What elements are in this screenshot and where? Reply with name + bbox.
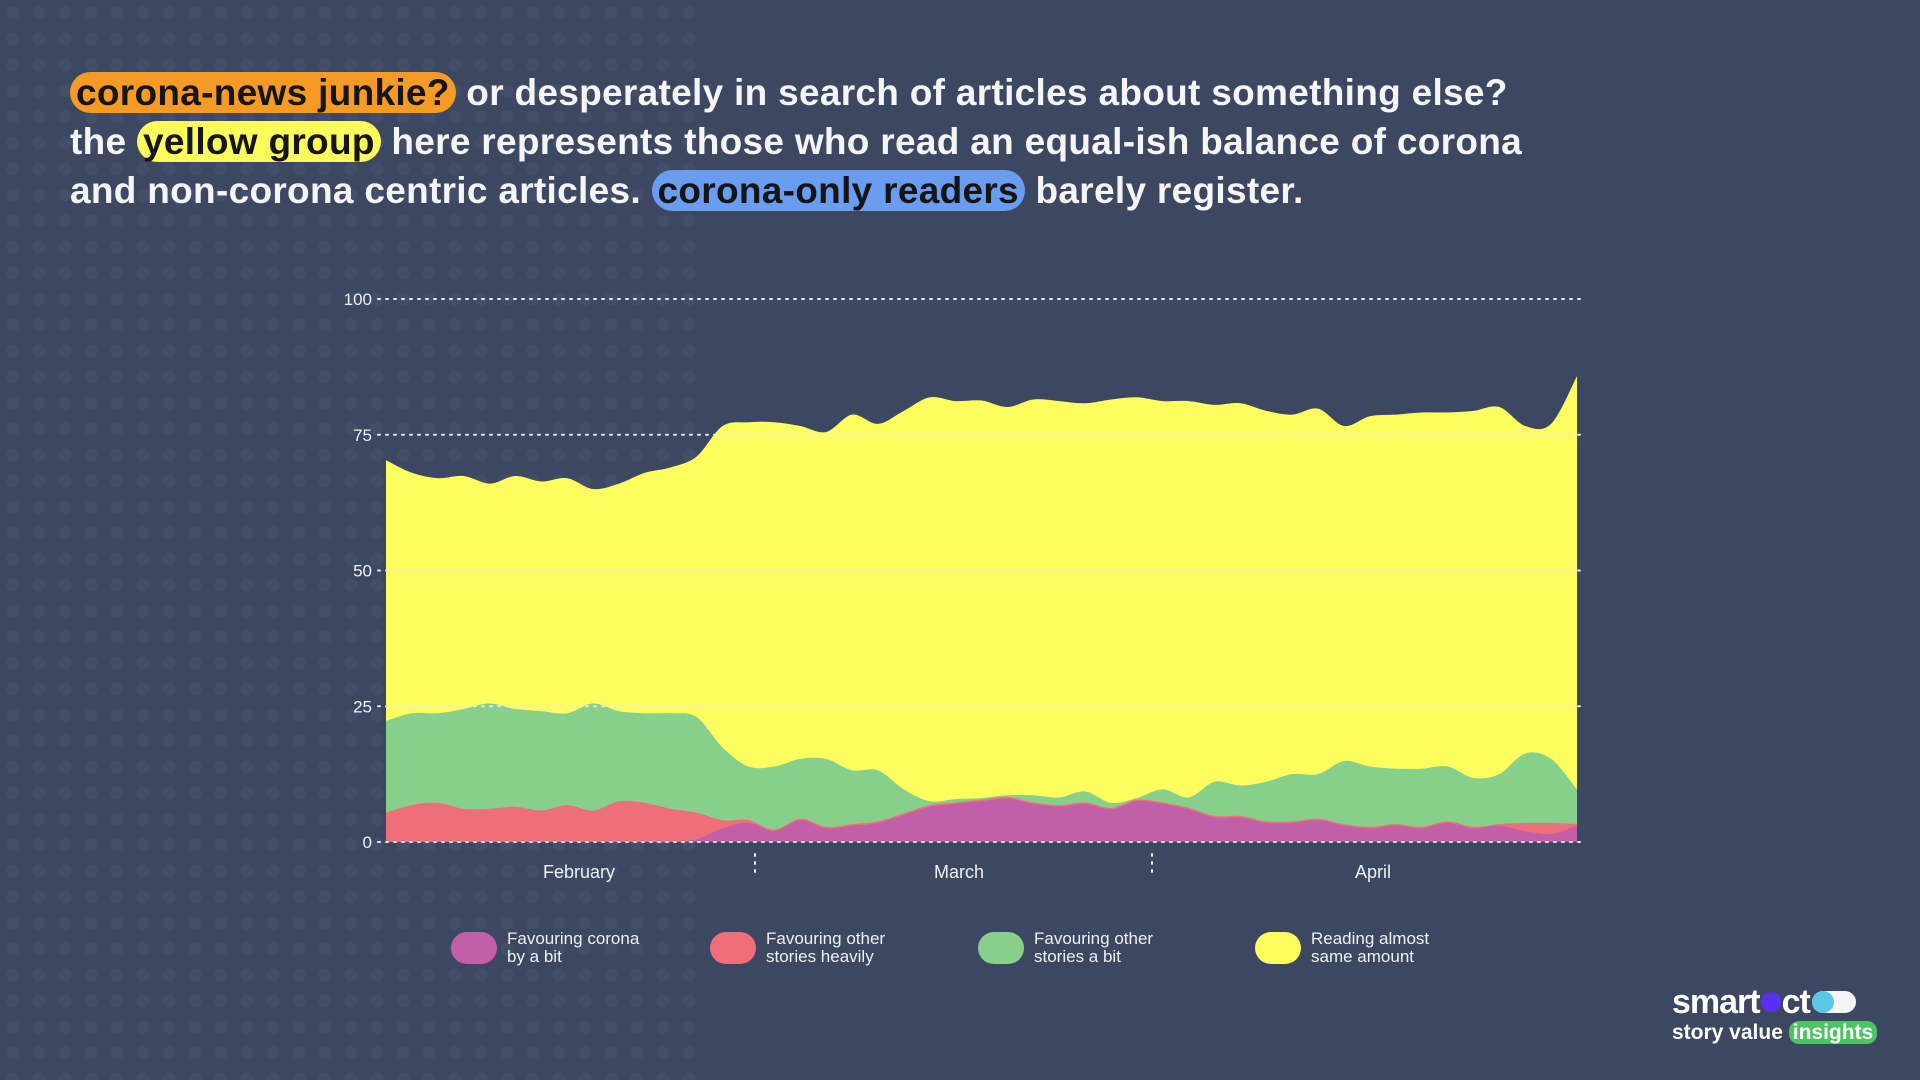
logo-tagline: story value: [1672, 1021, 1783, 1044]
legend-item: Reading almost same amount: [1255, 930, 1471, 966]
legend-label-line: stories a bit: [1034, 947, 1121, 966]
y-tick-label: 75: [353, 426, 372, 445]
legend-label-line: Favouring other: [1034, 929, 1154, 948]
area-favouring-corona-by-a-bit: [386, 798, 1577, 843]
headline-text: the: [70, 121, 137, 162]
legend-label: Favouring other stories a bit: [1034, 930, 1194, 966]
headline-line-2: the yellow group here represents those w…: [70, 117, 1850, 166]
headline-line-3: and non-corona centric articles. corona-…: [70, 166, 1850, 215]
logo-text: smart: [1672, 983, 1761, 1021]
highlight-yellow-group: yellow group: [136, 121, 381, 162]
x-month-label: February: [543, 862, 615, 882]
legend-label: Reading almost same amount: [1311, 930, 1471, 966]
legend-item: Favouring other stories a bit: [978, 930, 1194, 966]
logo-toggle-icon: [1811, 991, 1856, 1013]
headline-text: here represents those who read an equal-…: [380, 121, 1523, 162]
legend-item: Favouring corona by a bit: [451, 930, 667, 966]
legend-label: Favouring other stories heavily: [766, 930, 926, 966]
headline: corona-news junkie? or desperately in se…: [70, 68, 1850, 215]
y-tick-label: 100: [344, 290, 372, 309]
y-axis-ticks: 0 25 50 75 100: [344, 290, 372, 852]
legend-label-line: by a bit: [507, 947, 562, 966]
highlight-corona-news-junkie: corona-news junkie?: [70, 72, 456, 113]
logo-insights-badge: insights: [1788, 1021, 1878, 1044]
headline-text: barely register.: [1024, 170, 1304, 211]
smartocto-logo: smart ct story value insights: [1672, 983, 1878, 1045]
legend-label-line: same amount: [1311, 947, 1414, 966]
headline-text: or desperately in search of articles abo…: [455, 72, 1508, 113]
chart-areas: [386, 376, 1577, 843]
highlight-corona-only-readers: corona-only readers: [651, 170, 1025, 211]
x-month-label: April: [1355, 862, 1391, 882]
legend-swatch: [978, 932, 1024, 964]
legend-item: Favouring other stories heavily: [710, 930, 926, 966]
logo-text: ct: [1781, 983, 1811, 1021]
legend-swatch: [710, 932, 756, 964]
x-month-label: March: [934, 862, 984, 882]
legend-label-line: stories heavily: [766, 947, 874, 966]
chart-gridlines: [377, 298, 1587, 843]
legend-label-line: Reading almost: [1311, 929, 1430, 948]
logo-dot-icon: [1760, 992, 1781, 1012]
legend-label-line: Favouring corona: [507, 929, 640, 948]
legend-swatch: [1255, 932, 1301, 964]
x-axis-months: February March April: [543, 853, 1391, 882]
y-tick-label: 0: [363, 833, 372, 852]
legend-label: Favouring corona by a bit: [507, 930, 667, 966]
y-tick-label: 50: [353, 562, 372, 581]
legend-swatch: [451, 932, 497, 964]
legend-label-line: Favouring other: [766, 929, 886, 948]
area-favouring-other-stories-a-bit: [386, 703, 1577, 842]
y-tick-label: 25: [353, 697, 372, 716]
headline-text: and non-corona centric articles.: [70, 170, 652, 211]
headline-line-1: corona-news junkie? or desperately in se…: [70, 68, 1850, 117]
